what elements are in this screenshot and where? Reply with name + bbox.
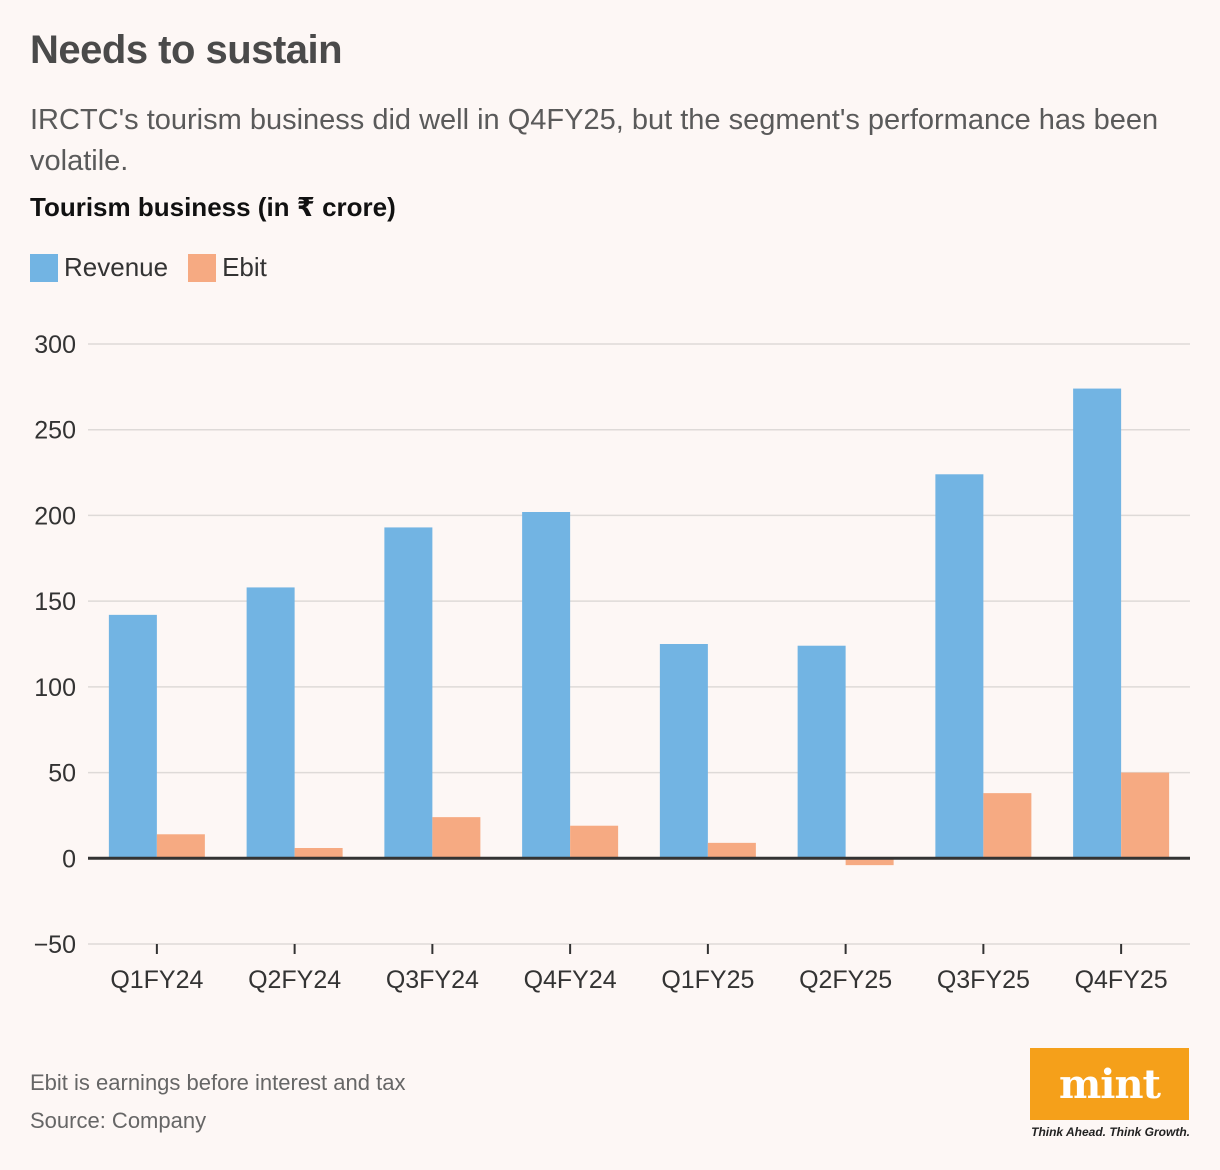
revenue-bar <box>246 587 295 859</box>
source-note: Source: Company <box>30 1108 207 1133</box>
legend-label-revenue: Revenue <box>64 252 169 282</box>
logo-tagline: Think Ahead. Think Growth. <box>1031 1125 1190 1139</box>
y-tick-label: 50 <box>48 760 76 788</box>
chart-title: Tourism business (in ₹ crore) <box>30 192 396 222</box>
x-tick-label: Q3FY24 <box>386 966 479 994</box>
y-tick-label: 250 <box>34 417 76 445</box>
revenue-bar <box>108 614 157 859</box>
revenue-bar <box>659 644 708 859</box>
ebit-bar <box>156 834 205 859</box>
mint-logo-text: mint <box>1058 1060 1161 1108</box>
page-subtitle: IRCTC's tourism business did well in Q4F… <box>30 104 1159 177</box>
x-tick-label: Q2FY24 <box>248 966 341 994</box>
legend-item-revenue: Revenue <box>30 252 168 283</box>
revenue-bar <box>384 527 433 859</box>
ebit-bar <box>294 848 343 859</box>
x-tick-label: Q4FY24 <box>524 966 617 994</box>
ebit-bar <box>983 793 1032 859</box>
ebit-bar <box>570 825 619 859</box>
mint-logo: mint <box>1030 1048 1189 1120</box>
revenue-bar <box>1073 388 1122 859</box>
ebit-bar <box>707 842 756 859</box>
legend: Revenue Ebit <box>30 252 287 283</box>
ebit-bar <box>845 858 894 866</box>
y-tick-label: 300 <box>34 331 76 359</box>
y-tick-label: 200 <box>34 502 76 530</box>
x-tick-label: Q4FY25 <box>1075 966 1168 994</box>
legend-swatch-ebit <box>188 253 217 282</box>
revenue-bar <box>797 645 846 859</box>
revenue-bar <box>935 474 984 859</box>
y-tick-label: 100 <box>34 674 76 702</box>
legend-label-ebit: Ebit <box>222 252 267 282</box>
x-tick-label: Q1FY25 <box>661 966 754 994</box>
legend-swatch-revenue <box>30 253 58 282</box>
ebit-bar <box>1121 772 1170 859</box>
page-title: Needs to sustain <box>30 28 343 72</box>
bar-chart: 300 250 200 150 100 50 0 −50 Q1FY24 Q2FY24 Q3FY24 Q… <box>34 331 1190 994</box>
y-tick-label: 0 <box>62 845 76 873</box>
x-tick-label: Q1FY24 <box>110 966 203 994</box>
legend-item-ebit: Ebit <box>188 252 267 283</box>
y-tick-label: −50 <box>34 931 76 959</box>
x-tick-label: Q2FY25 <box>799 966 892 994</box>
footnote: Ebit is earnings before interest and tax <box>30 1070 406 1095</box>
ebit-bar <box>432 817 481 859</box>
y-tick-label: 150 <box>34 588 76 616</box>
x-tick-label: Q3FY25 <box>937 966 1030 994</box>
revenue-bar <box>522 512 571 859</box>
